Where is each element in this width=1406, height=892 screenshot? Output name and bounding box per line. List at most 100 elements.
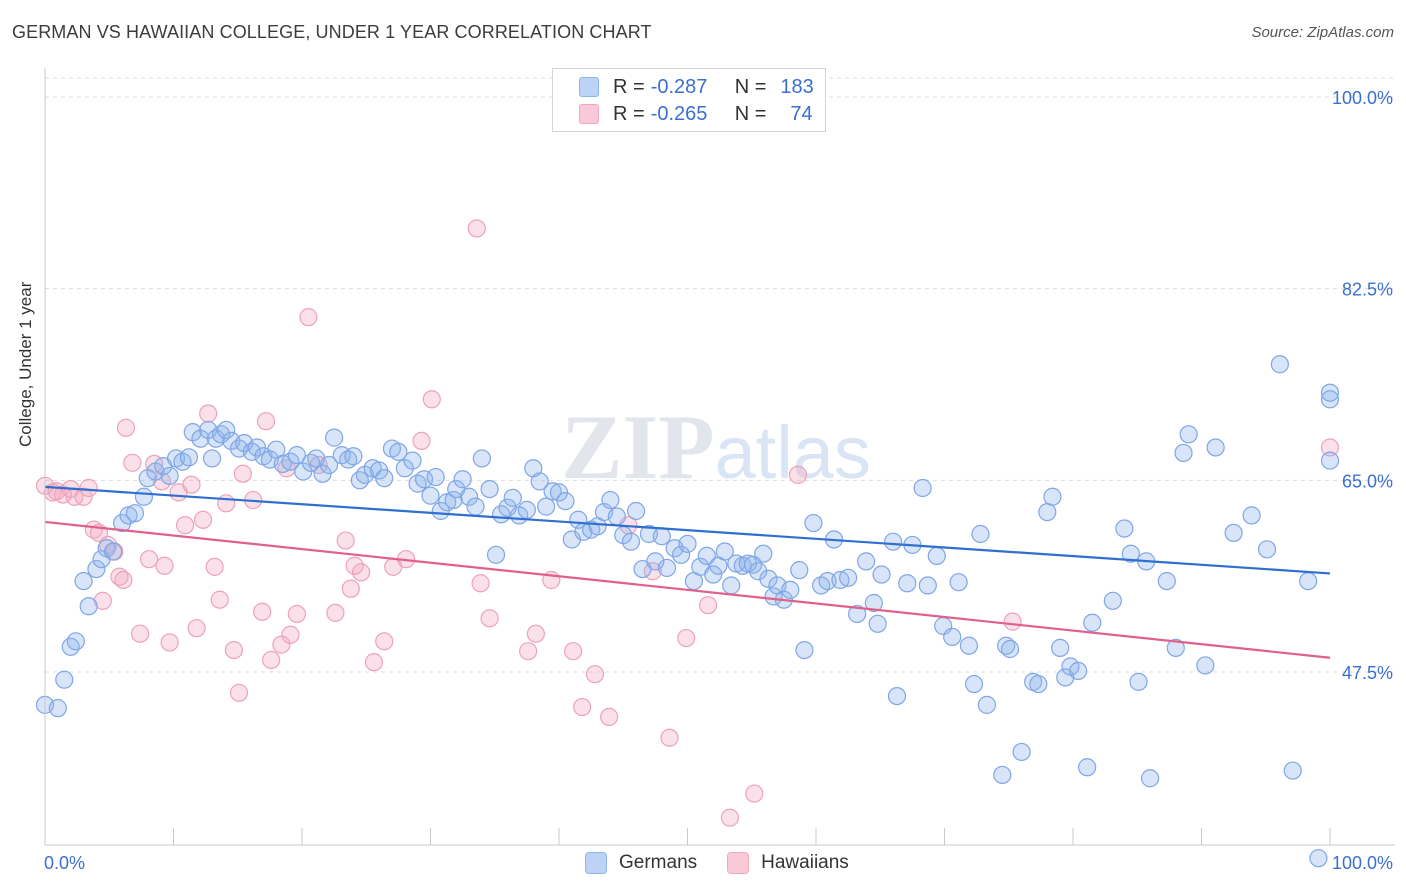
germans-point [421,486,440,505]
germans-point [864,593,883,613]
germans-point [1166,638,1185,658]
germans-point [868,614,887,633]
hawaiians-point [199,404,218,423]
germans-point [749,562,768,581]
germans-point [652,527,671,546]
germans-point [79,597,98,616]
legend-label-hawaiians: Hawaiians [761,852,849,873]
hawaiians-point [224,640,243,660]
germans-point [444,490,463,510]
legend-r-label: R = [613,102,645,125]
germans-point [927,546,946,566]
germans-point [1157,571,1176,591]
germans-point [883,532,903,551]
germans-point [472,449,491,468]
germans-point [646,552,665,571]
hawaiians-point [526,624,545,643]
germans-point [426,467,445,487]
hawaiians-point [287,604,306,624]
germans-point [1270,355,1289,374]
legend-row-hawaiians: R = -0.265 N = 74 [579,102,813,126]
germans-point [375,469,394,488]
germans-point [964,674,984,694]
germans-point [414,470,434,489]
hawaiians-point [698,596,718,615]
germans-point [993,765,1012,785]
legend-n-value: 74 [790,102,813,125]
correlation-legend: R = -0.287 N = 183 R = -0.265 N = 74 [552,68,826,132]
hawaiians-legend-icon [727,852,750,874]
germans-point [898,574,917,593]
hawaiians-point [299,308,318,327]
y-tick-label: 47.5% [1342,663,1393,683]
germans-point [486,545,506,564]
germans-point [704,565,723,584]
germans-point [125,504,145,523]
germans-point [857,552,876,571]
hawaiians-point [720,808,740,827]
y-tick-label: 82.5% [1342,280,1393,300]
source-credit: Source: ZipAtlas.com [1251,24,1394,41]
germans-point [722,576,741,595]
y-tick-label: 65.0% [1342,471,1393,491]
germans-point [1320,451,1340,470]
legend-r-value: -0.287 [650,75,708,98]
germans-points [35,355,1340,868]
hawaiians-point [253,602,272,621]
hawaiians-point [564,642,583,661]
germans-point [287,446,306,465]
germans-point [887,686,907,706]
hawaiians-point [352,563,371,582]
germans-point [466,497,485,516]
germans-point [1115,519,1134,538]
hawaiians-point [336,531,355,550]
germans-point [1083,613,1102,632]
germans-point [1174,443,1193,463]
germans-point [459,487,479,506]
hawaiians-point [229,683,249,702]
hawaiians-point [573,697,592,717]
legend-row-germans: R = -0.287 N = 183 [579,75,814,99]
germans-point [104,542,123,561]
hawaiians-point [116,418,136,437]
hawaiians-point [262,650,281,670]
hawaiians-point [600,707,619,727]
axis-layer: 47.5% 65.0% 82.5% 100.0% 0.0% 100.0% [44,68,1395,873]
hawaiians-point [745,784,764,803]
germans-point [1309,849,1328,868]
germans-point [1320,383,1340,402]
hawaiians-point [193,510,213,529]
hawaiians-point [79,478,98,498]
germans-point [1038,502,1057,522]
germans-point [607,507,626,526]
hawaiians-point [345,556,364,575]
hawaiians-point [74,487,93,506]
chart-title: GERMAN VS HAWAIIAN COLLEGE, UNDER 1 YEAR… [12,22,652,42]
hawaiians-point [233,464,252,483]
germans-point [325,428,344,447]
x-tick-label: 100.0% [1332,853,1393,873]
legend-item-hawaiians[interactable]: Hawaiians [727,852,849,874]
hawaiians-point [677,628,696,648]
germans-point [971,524,990,544]
hawaiians-point [375,632,394,651]
germans-point [764,587,783,606]
germans-point [715,542,734,561]
germans-point [1320,390,1340,409]
germans-point [657,558,677,578]
germans-point [795,640,814,660]
y-tick-label: 100.0% [1332,88,1393,108]
grid-layer [45,77,1395,673]
germans-point [943,627,962,647]
hawaiians-point [160,633,179,652]
germans-point [530,472,549,491]
germans-point [453,470,472,489]
germans-point [395,459,414,478]
germans-point [1179,425,1198,444]
hawaiians-point [422,390,441,409]
germans-point [480,479,499,499]
germans-point [217,420,236,440]
germans-point [1196,656,1215,675]
legend-item-germans[interactable]: Germans [585,852,697,874]
hawaiians-point [93,591,112,610]
